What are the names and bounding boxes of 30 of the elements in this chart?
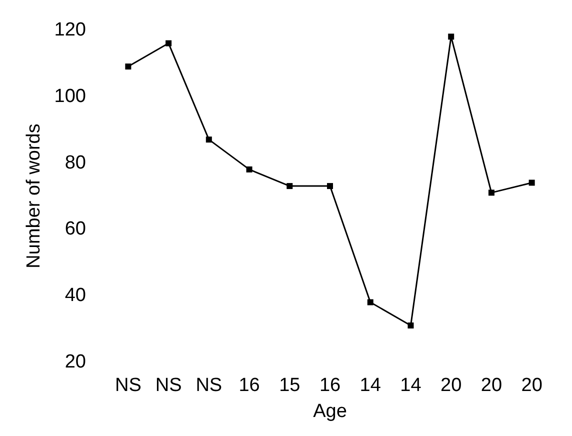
point — [166, 40, 172, 46]
x-tick-label: 20 — [521, 375, 542, 396]
x-tick-label: NS — [196, 375, 222, 396]
y-tick-label: 80 — [64, 152, 86, 174]
x-tick-label: NS — [114, 375, 142, 396]
point — [408, 322, 414, 328]
x-tick-label: 16 — [238, 375, 260, 396]
x-tick-label: NS — [155, 375, 182, 396]
point — [367, 299, 374, 306]
y-tick-label: 100 — [54, 86, 86, 107]
x-tick-label: 15 — [279, 375, 300, 396]
point — [286, 183, 293, 190]
y-tick-label: 40 — [64, 285, 86, 306]
y-tick-label: 20 — [64, 352, 86, 372]
point — [206, 136, 212, 143]
point — [528, 180, 535, 186]
point — [327, 183, 333, 190]
point — [125, 64, 132, 70]
x-tick-label: 16 — [319, 375, 341, 396]
x-axis-title: Age — [313, 401, 347, 422]
y-tick-label: 120 — [54, 20, 86, 40]
point — [488, 190, 494, 196]
x-tick-label: 14 — [360, 375, 382, 396]
point — [246, 166, 252, 172]
x-tick-label: 20 — [480, 375, 502, 396]
y-tick-label: 60 — [64, 218, 86, 240]
x-tick-label: 14 — [400, 375, 422, 396]
point — [448, 34, 454, 40]
y-axis-title: Number of words — [23, 124, 44, 268]
x-tick-label: 20 — [440, 375, 462, 396]
